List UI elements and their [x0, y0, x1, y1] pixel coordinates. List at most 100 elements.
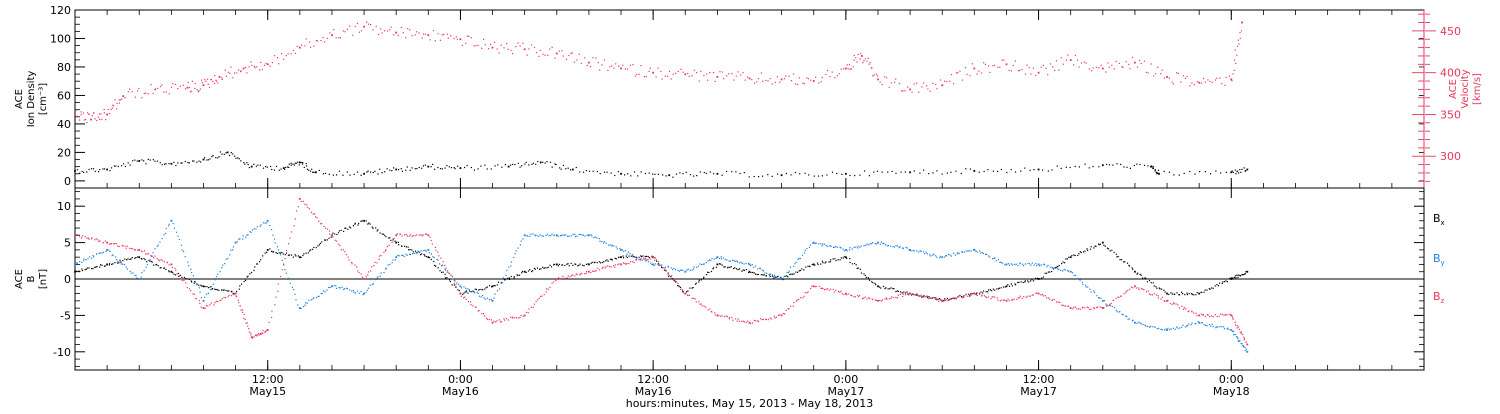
- b-bx-fill-dot: [315, 247, 317, 249]
- b-bx-fill-dot: [478, 289, 480, 291]
- velocity-fill-dot: [853, 59, 855, 61]
- b-bz-fill-dot: [1145, 291, 1147, 293]
- b-by-fill-dot: [885, 244, 887, 246]
- b-bz-fill-dot: [1120, 295, 1122, 297]
- b-bz-fill-dot: [217, 301, 219, 303]
- b-by-fill-dot: [1227, 327, 1229, 329]
- velocity-fill-dot: [562, 55, 564, 57]
- b-bz-point: [298, 198, 301, 200]
- b-bx-fill-dot: [1188, 293, 1190, 295]
- b-bx-fill-dot: [834, 258, 836, 260]
- b-bx-fill-dot: [430, 258, 432, 261]
- b-bz-fill-dot: [132, 248, 134, 250]
- b-bz-fill-dot: [695, 301, 697, 303]
- velocity-point: [877, 78, 879, 81]
- b-bz-fill-dot: [99, 240, 101, 242]
- b-bx-fill-dot: [481, 288, 483, 291]
- b-bz-fill-dot: [115, 243, 117, 245]
- b-by-fill-dot: [812, 242, 814, 244]
- velocity-fill-dot: [86, 122, 88, 124]
- velocity-fill-dot: [918, 91, 920, 93]
- b-by-point: [74, 263, 76, 266]
- b-bz-point: [491, 321, 494, 324]
- density-fill-dot: [1108, 164, 1111, 166]
- b-bx-fill-dot: [579, 263, 581, 265]
- velocity-fill-dot: [807, 78, 809, 80]
- b-by-fill-dot: [534, 234, 536, 236]
- velocity-fill-dot: [1032, 67, 1035, 69]
- b-bz-fill-dot: [1082, 306, 1084, 308]
- b-bz-fill-dot: [200, 306, 202, 308]
- b-by-fill-dot: [1008, 264, 1011, 266]
- b-bx-fill-dot: [513, 277, 515, 279]
- b-bz-point: [250, 336, 253, 339]
- density-fill-dot: [306, 168, 308, 170]
- density-fill-dot: [1204, 171, 1206, 173]
- velocity-fill-dot: [570, 53, 572, 55]
- b-bx-fill-dot: [1196, 292, 1198, 294]
- density-fill-dot: [739, 172, 741, 175]
- b-bz-fill-dot: [1065, 305, 1067, 307]
- b-bz-fill-dot: [678, 285, 680, 287]
- density-fill-dot: [790, 174, 792, 176]
- b-bx-fill-dot: [1233, 278, 1235, 280]
- b-by-fill-dot: [215, 276, 218, 278]
- b-bz-fill-dot: [261, 332, 263, 334]
- velocity-fill-dot: [1196, 81, 1198, 83]
- velocity-fill-dot: [890, 82, 892, 84]
- velocity-fill-dot: [191, 80, 193, 82]
- density-fill-dot: [99, 169, 101, 171]
- b-bz-fill-dot: [143, 250, 146, 252]
- velocity-fill-dot: [1067, 54, 1069, 56]
- b-bx-fill-dot: [957, 296, 959, 298]
- b-bx-fill-dot: [738, 268, 741, 270]
- b-bx-fill-dot: [1243, 273, 1246, 275]
- b-bx-fill-dot: [191, 281, 193, 283]
- b-bx-fill-dot: [760, 274, 762, 276]
- b-by-fill-dot: [840, 247, 842, 249]
- b-by-fill-dot: [954, 254, 956, 256]
- b-by-fill-dot: [575, 236, 577, 238]
- b-bz-fill-dot: [1003, 299, 1006, 301]
- density-fill-dot: [1006, 171, 1008, 174]
- b-by-fill-dot: [1033, 264, 1035, 266]
- b-bx-fill-dot: [190, 280, 192, 282]
- b-by-fill-dot: [156, 245, 158, 247]
- b-bz-fill-dot: [580, 273, 582, 275]
- b-bz-fill-dot: [260, 333, 262, 335]
- b-bx-fill-dot: [1176, 292, 1178, 294]
- b-by-point: [1134, 321, 1136, 324]
- velocity-fill-dot: [1214, 79, 1216, 81]
- density-fill-dot: [136, 160, 138, 162]
- b-by-fill-dot: [184, 256, 186, 258]
- velocity-point: [1198, 81, 1201, 84]
- velocity-fill-dot: [966, 73, 968, 75]
- velocity-fill-dot: [214, 74, 216, 77]
- b-bz-fill-dot: [354, 264, 356, 266]
- b-bz-fill-dot: [1049, 298, 1051, 300]
- b-bz-fill-dot: [986, 297, 988, 299]
- density-fill-dot: [484, 164, 486, 166]
- b-bx-fill-dot: [521, 272, 523, 274]
- velocity-fill-dot: [194, 87, 196, 90]
- b-by-fill-dot: [284, 269, 286, 271]
- density-fill-dot: [1123, 166, 1125, 168]
- density-fill-dot: [1014, 171, 1017, 173]
- b-bx-fill-dot: [1116, 256, 1118, 258]
- velocity-fill-dot: [182, 84, 184, 86]
- b-by-fill-dot: [1145, 325, 1147, 327]
- b-bx-fill-dot: [276, 252, 278, 254]
- density-fill-dot: [1225, 171, 1227, 173]
- b-by-fill-dot: [680, 269, 683, 271]
- density-fill-dot: [950, 171, 952, 173]
- density-fill-dot: [1157, 169, 1160, 171]
- b-bz-fill-dot: [765, 319, 767, 321]
- b-bz-fill-dot: [602, 266, 604, 268]
- b-by-fill-dot: [693, 266, 695, 268]
- b-bx-point: [395, 241, 398, 244]
- velocity-point: [523, 48, 526, 51]
- b-bx-fill-dot: [119, 259, 121, 261]
- velocity-fill-dot: [152, 92, 154, 95]
- b-bz-fill-dot: [879, 299, 881, 301]
- b-bx-fill-dot: [496, 284, 498, 286]
